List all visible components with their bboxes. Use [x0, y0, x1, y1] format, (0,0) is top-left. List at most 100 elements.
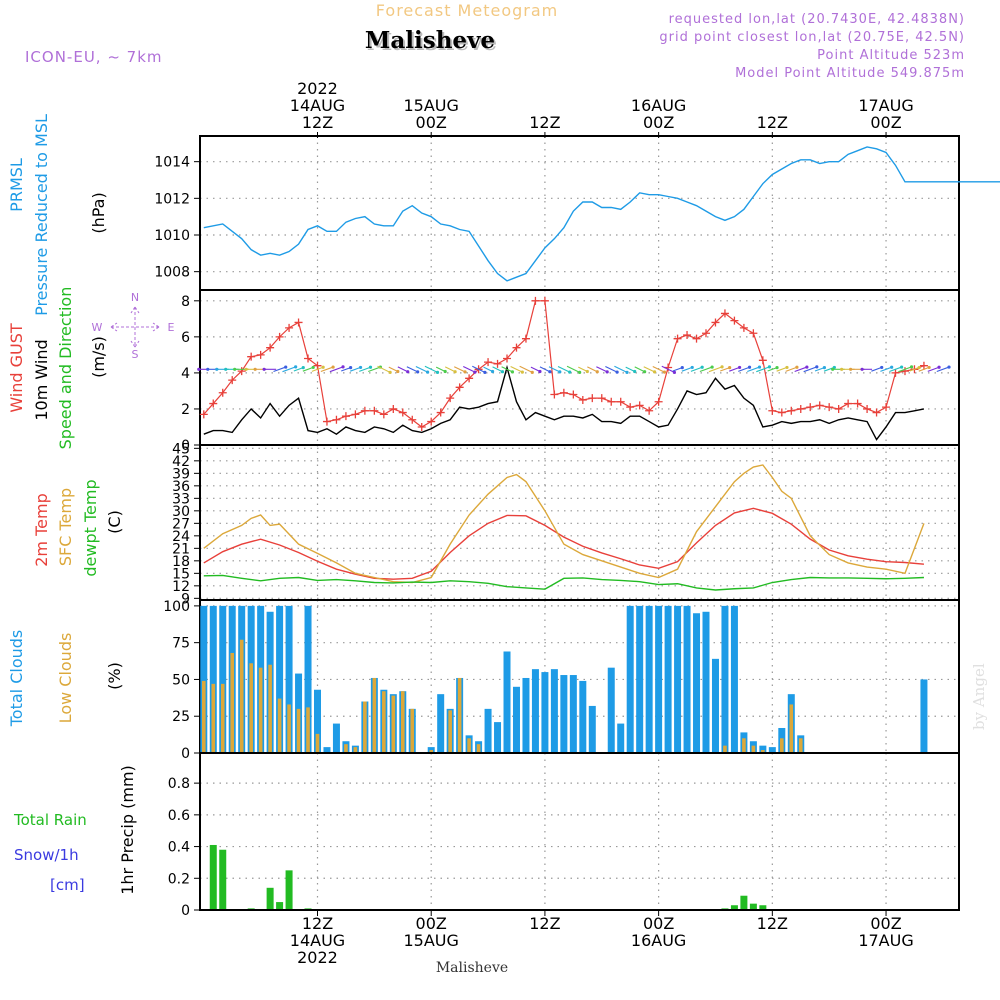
- gust-marker: [711, 318, 720, 327]
- total-cloud-bar: [503, 651, 511, 752]
- wind-arrow-head: [406, 370, 410, 374]
- wind-direction-arrows: [197, 365, 951, 374]
- total-cloud-bar: [494, 722, 502, 752]
- y-tick-label: 0: [181, 438, 190, 454]
- wind-10m-label: 10m Wind: [32, 339, 51, 420]
- gust-marker: [891, 368, 900, 377]
- gust-marker: [607, 397, 616, 406]
- total-cloud-bar: [920, 679, 928, 752]
- wind-arrow: [803, 366, 817, 373]
- y-tick-label: 1008: [154, 265, 190, 281]
- gust-marker: [237, 367, 246, 376]
- top-time-label: 16AUG: [631, 96, 686, 115]
- wind-arrow: [729, 366, 740, 372]
- wind-arrow-head: [331, 365, 335, 369]
- gust-marker: [521, 334, 530, 343]
- wind-arrow: [785, 366, 798, 372]
- gust-marker: [806, 403, 815, 412]
- total-cloud-bar: [569, 675, 577, 752]
- y-tick-label: 0: [181, 746, 190, 762]
- top-time-label: 12Z: [529, 113, 560, 132]
- gust-marker: [597, 394, 606, 403]
- y-tick-label: 1012: [154, 191, 190, 207]
- wind-arrow: [350, 366, 361, 372]
- location-title: Malisheve: [365, 27, 495, 54]
- low-cloud-bar: [372, 677, 377, 752]
- y-tick-label: 75: [172, 636, 190, 652]
- wind-arrow: [643, 366, 655, 373]
- bottom-time-label: 00Z: [870, 914, 901, 933]
- wind-arrow-head: [244, 367, 248, 371]
- gust-marker: [493, 359, 502, 368]
- wind-speed-direction-label: Speed and Direction: [56, 287, 75, 450]
- bottom-time-label: 12Z: [529, 914, 560, 933]
- total-cloud-bar: [427, 747, 435, 752]
- low-cloud-bar: [353, 747, 358, 752]
- wind-arrow-head: [530, 370, 534, 374]
- wind-arrow: [625, 366, 635, 372]
- compass-west: W: [92, 321, 103, 334]
- pressure-panel: 1008 1010 1012 1014: [154, 135, 960, 291]
- wind-arrow: [596, 366, 608, 373]
- total-cloud-bar: [664, 605, 672, 752]
- total-cloud-bar: [531, 669, 539, 752]
- bottom-time-label: 2022: [297, 948, 338, 967]
- wind-arrow: [909, 367, 920, 372]
- wind-arrow-head: [728, 365, 732, 370]
- total-rain-label: Total Rain: [13, 811, 87, 829]
- gust-marker: [531, 296, 540, 305]
- y-tick-label: 50: [172, 672, 190, 688]
- y-tick-label: 15: [172, 566, 190, 582]
- wind-arrow-head: [585, 369, 589, 374]
- wind-arrow-head: [662, 370, 667, 374]
- wind-arrow-head: [453, 370, 457, 374]
- wind-arrow-head: [341, 365, 345, 369]
- total-cloud-bar: [636, 605, 644, 752]
- total-cloud-bar: [579, 680, 587, 752]
- gust-marker: [322, 417, 331, 426]
- prmsl-label: PRMSL: [7, 158, 26, 212]
- footer-location: Malisheve: [436, 960, 508, 976]
- y-tick-label: 8: [181, 294, 190, 310]
- wind-arrow-head: [548, 370, 552, 374]
- rain-bar: [266, 887, 274, 909]
- gust-marker: [673, 334, 682, 343]
- wind-gust-markers: [199, 296, 928, 431]
- total-cloud-bar: [607, 667, 615, 752]
- gust-marker: [304, 354, 313, 363]
- wind-arrow: [708, 366, 723, 373]
- low-cloud-bar: [287, 704, 291, 752]
- wind-arrow-head: [215, 367, 219, 371]
- gust-marker: [512, 343, 521, 352]
- total-cloud-bar: [437, 694, 445, 752]
- total-cloud-bar: [711, 658, 719, 752]
- wind-arrow-head: [510, 370, 515, 374]
- wind-arrow: [453, 366, 466, 373]
- gust-marker: [332, 415, 341, 424]
- wind-arrow: [747, 366, 760, 373]
- gust-marker: [550, 390, 559, 399]
- low-cloud-bar: [751, 745, 756, 752]
- gust-marker: [360, 406, 369, 415]
- wind-gust-label: Wind GUST: [7, 323, 26, 413]
- clouds-unit-label: (%): [105, 662, 124, 690]
- wind-arrow: [794, 366, 808, 373]
- low-cloud-bar: [220, 683, 225, 752]
- gust-marker: [645, 406, 654, 415]
- bottom-time-label: 16AUG: [631, 931, 686, 950]
- gust-marker: [228, 376, 237, 385]
- total-cloud-bar: [219, 605, 227, 752]
- wind-arrow-head: [233, 367, 237, 371]
- gust-marker: [626, 403, 635, 412]
- top-time-label: 00Z: [416, 113, 447, 132]
- wind-arrow: [880, 366, 892, 372]
- rain-bar: [749, 903, 757, 909]
- gust-marker: [692, 334, 701, 343]
- gust-marker: [379, 410, 388, 419]
- low-cloud-bar: [201, 680, 206, 752]
- wind-arrow: [282, 366, 296, 373]
- gust-marker: [446, 394, 455, 403]
- wind-arrow-head: [680, 365, 684, 370]
- low-cloud-bar: [296, 708, 301, 752]
- compass-east: E: [168, 321, 175, 334]
